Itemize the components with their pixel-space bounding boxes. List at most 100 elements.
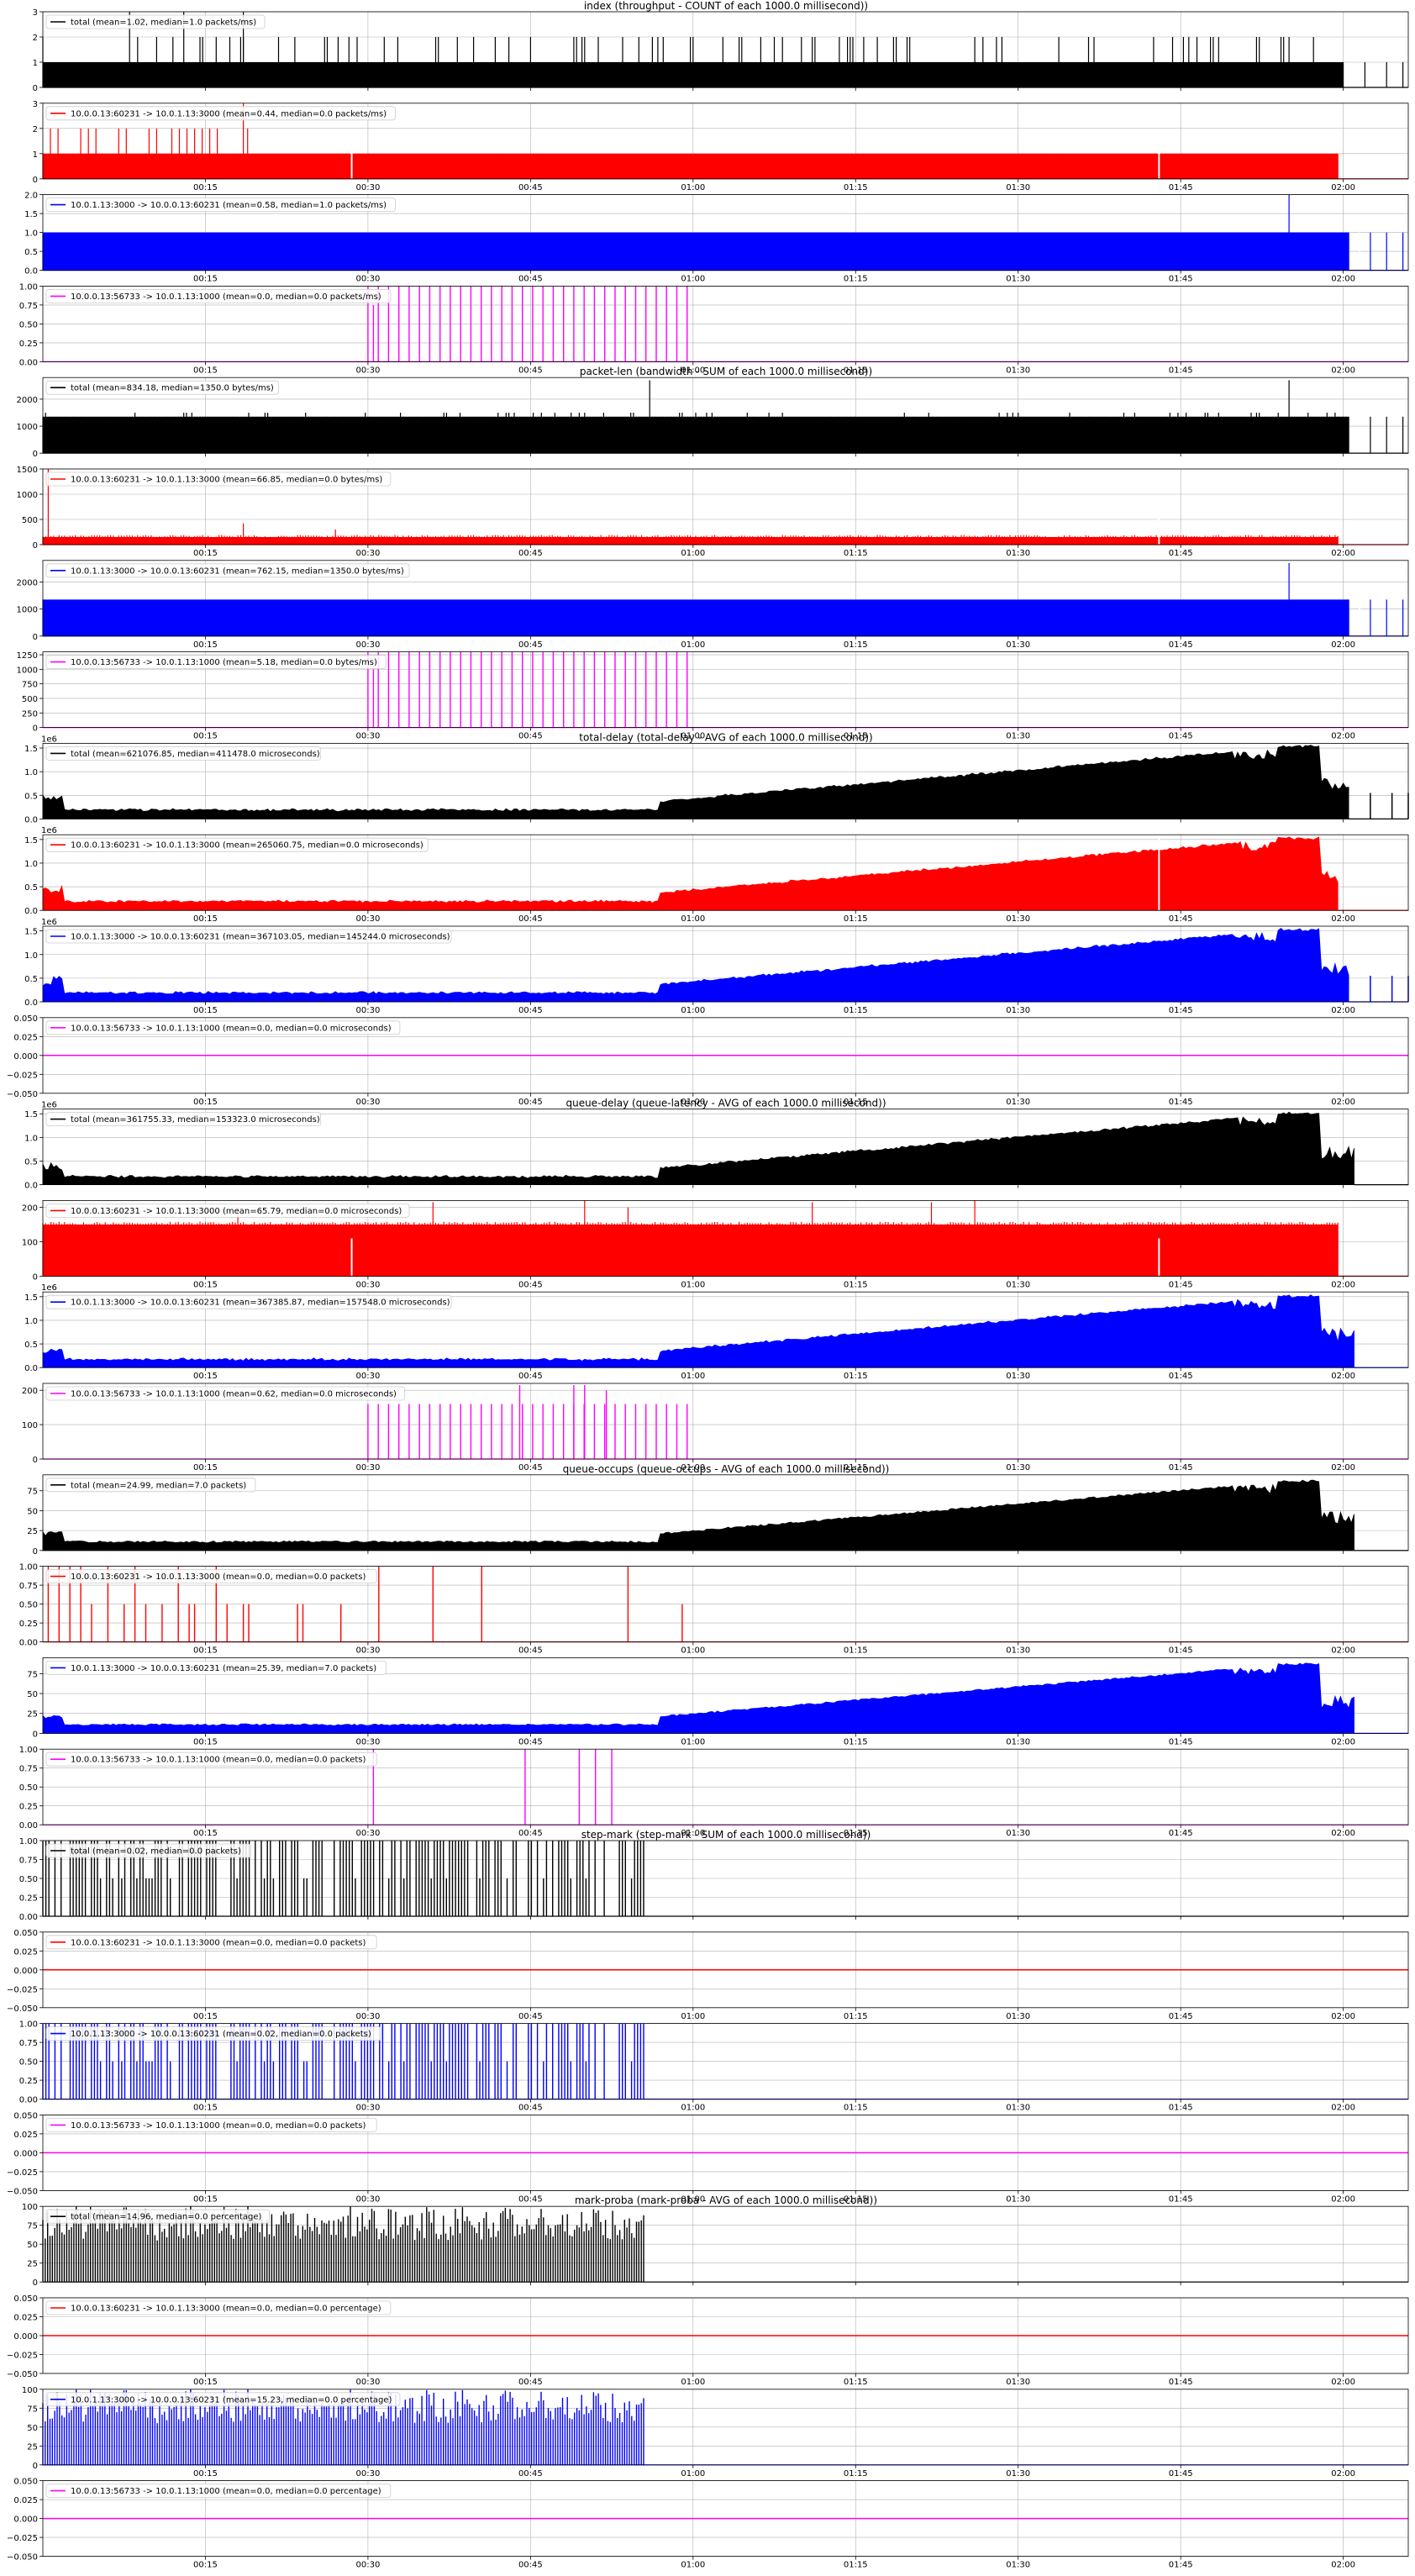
- x-tick-label: 00:15: [193, 1098, 218, 1107]
- x-tick-label: 02:00: [1331, 914, 1355, 924]
- x-tick-label: 01:45: [1169, 1646, 1193, 1656]
- x-tick-label: 01:45: [1169, 640, 1193, 650]
- legend-box: [45, 1020, 401, 1035]
- legend-box: [45, 1386, 405, 1401]
- x-tick-label: 01:15: [844, 1829, 868, 1838]
- y-tick-label: −0.050: [7, 2004, 38, 2014]
- series-area: [42, 927, 1349, 1003]
- legend: 10.0.0.13:60231 -> 10.0.1.13:3000 (mean=…: [45, 471, 392, 487]
- legend: 10.0.1.13:3000 -> 10.0.0.13:60231 (mean=…: [45, 929, 452, 944]
- x-tick-label: 01:45: [1169, 2104, 1193, 2113]
- y-tick-label: 0.75: [19, 1765, 38, 1774]
- legend-label: 10.0.1.13:3000 -> 10.0.0.13:60231 (mean=…: [71, 1664, 376, 1673]
- x-tick-label: 00:15: [193, 1829, 218, 1838]
- x-tick-label: 02:00: [1331, 1006, 1355, 1015]
- series-area: [42, 1111, 1355, 1185]
- group-title: index (throughput - COUNT of each 1000.0…: [584, 0, 868, 12]
- legend: 10.0.0.13:56733 -> 10.0.1.13:1000 (mean=…: [45, 1752, 377, 1767]
- y-tick-label: 0.5: [24, 248, 38, 257]
- x-tick-label: 01:00: [681, 1829, 705, 1838]
- axes-frame: [42, 1017, 1409, 1094]
- x-tick-label: 02:00: [1331, 1737, 1355, 1746]
- y-tick-label: 1.5: [24, 1110, 38, 1119]
- y-tick-label: 25: [27, 2260, 38, 2269]
- x-tick-label: 00:15: [193, 1280, 218, 1289]
- axes-frame: [42, 2114, 1409, 2191]
- y-tick-label: 0.000: [13, 2149, 38, 2158]
- y-tick-label: 1000: [17, 423, 38, 432]
- legend: 10.0.1.13:3000 -> 10.0.0.13:60231 (mean=…: [45, 563, 410, 578]
- x-tick-label: 02:00: [1331, 732, 1355, 741]
- x-tick-label: 00:30: [355, 2012, 380, 2021]
- x-tick-label: 01:00: [681, 1737, 705, 1746]
- axes-frame: [42, 1200, 1409, 1277]
- y-tick-label: 0: [33, 176, 38, 185]
- x-tick-label: 00:45: [518, 549, 543, 558]
- subplot: step-mark (step-mark - SUM of each 1000.…: [19, 1829, 1409, 1922]
- axis-offset-text: 1e6: [41, 1101, 57, 1110]
- x-tick-label: 00:45: [518, 1737, 543, 1746]
- y-tick-label: 0.50: [19, 1875, 38, 1884]
- axis-offset-text: 1e6: [41, 1283, 57, 1293]
- subplot: 0.00 0.25 0.50 0.75 1.00 00:15 00:30 00:45 01:00…: [19, 2020, 1409, 2113]
- x-tick-label: 01:45: [1169, 732, 1193, 741]
- x-tick-label: 01:15: [844, 275, 868, 284]
- legend: 10.0.1.13:3000 -> 10.0.0.13:60231 (mean=…: [45, 1661, 387, 1675]
- x-tick-label: 00:30: [355, 1737, 380, 1746]
- y-tick-label: 0.5: [24, 792, 38, 801]
- legend-box: [45, 2117, 377, 2132]
- legend-box: [45, 380, 280, 395]
- axis-offset-text: 1e6: [41, 735, 57, 744]
- y-tick-label: 1500: [17, 466, 38, 475]
- legend-label: 10.0.0.13:60231 -> 10.0.1.13:3000 (mean=…: [71, 1938, 366, 1947]
- subplot: mark-proba (mark-proba - AVG of each 100…: [22, 2194, 1409, 2288]
- x-tick-label: 00:45: [518, 1829, 543, 1838]
- x-tick-label: 00:15: [193, 1006, 218, 1015]
- x-tick-label: 01:45: [1169, 549, 1193, 558]
- x-tick-label: 00:30: [355, 1372, 380, 1381]
- x-tick-label: 01:00: [681, 1463, 705, 1472]
- x-tick-label: 01:45: [1169, 1829, 1193, 1838]
- legend: 10.0.1.13:3000 -> 10.0.0.13:60231 (mean=…: [45, 1294, 452, 1309]
- legend-label: 10.0.0.13:56733 -> 10.0.1.13:1000 (mean=…: [71, 292, 381, 302]
- legend-box: [45, 2026, 382, 2041]
- y-tick-label: −0.025: [7, 1071, 38, 1080]
- y-tick-label: 1.5: [24, 745, 38, 754]
- series-area: [42, 1662, 1355, 1734]
- y-tick-label: 100: [22, 1238, 38, 1247]
- x-tick-label: 01:45: [1169, 1463, 1193, 1472]
- x-tick-label: 01:15: [844, 366, 868, 375]
- x-tick-label: 02:00: [1331, 549, 1355, 558]
- axes-frame: [42, 1566, 1409, 1642]
- x-tick-label: 02:00: [1331, 183, 1355, 192]
- x-tick-label: 00:30: [355, 549, 380, 558]
- y-tick-label: 75: [27, 2222, 38, 2231]
- x-tick-label: 01:45: [1169, 366, 1193, 375]
- y-tick-label: 0.0: [24, 998, 38, 1008]
- x-tick-label: 01:30: [1006, 732, 1030, 741]
- group-title: step-mark (step-mark - SUM of each 1000.…: [581, 1829, 871, 1841]
- legend-box: [45, 1478, 256, 1493]
- x-tick-label: 00:45: [518, 2104, 543, 2113]
- y-tick-label: −0.025: [7, 2168, 38, 2178]
- x-tick-label: 01:30: [1006, 549, 1030, 558]
- x-tick-label: 01:00: [681, 549, 705, 558]
- legend-label: 10.0.0.13:60231 -> 10.0.1.13:3000 (mean=…: [71, 476, 382, 485]
- x-tick-label: 02:00: [1331, 2194, 1355, 2204]
- x-tick-label: 01:00: [681, 732, 705, 741]
- y-tick-label: 0.75: [19, 2039, 38, 2048]
- subplot: 0.0 0.5 1.0 1.5 00:15 00:30 00:45 01:00 01:15 01:…: [24, 918, 1409, 1015]
- axes-frame: [42, 11, 1409, 88]
- y-tick-label: 1.00: [19, 1837, 38, 1846]
- y-tick-label: 1.00: [19, 1563, 38, 1572]
- legend-box: [45, 471, 392, 487]
- subplot: 0 500 1000 1500 00:15 00:30 00:45 01:00 01:15 01:…: [17, 466, 1409, 558]
- x-tick-label: 01:30: [1006, 1098, 1030, 1107]
- y-tick-label: 0.0: [24, 1182, 38, 1191]
- x-tick-label: 00:30: [355, 275, 380, 284]
- y-tick-label: 2: [33, 34, 38, 43]
- subplot: 0 25 50 75 00:15 00:30 00:45 01:00 01:15 01:30 01:…: [27, 1657, 1409, 1746]
- legend-label: 10.0.0.13:56733 -> 10.0.1.13:1000 (mean=…: [71, 2121, 366, 2131]
- x-tick-label: 01:00: [681, 2194, 705, 2204]
- y-tick-label: −0.025: [7, 1985, 38, 1994]
